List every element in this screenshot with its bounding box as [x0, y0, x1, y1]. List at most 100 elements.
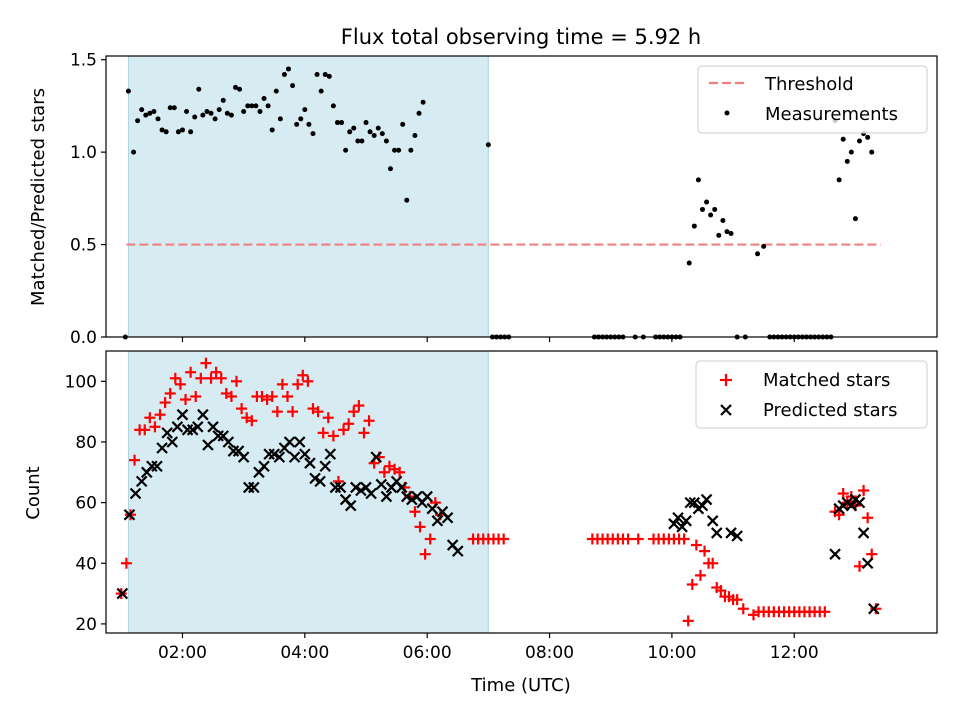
predicted-star-point — [451, 545, 464, 557]
measurement-point — [143, 112, 149, 118]
measurement-point — [265, 103, 271, 109]
predicted-star-point — [868, 602, 880, 615]
predicted-star-point — [725, 527, 737, 539]
measurement-point — [269, 127, 275, 133]
predicted-star-point — [166, 436, 179, 448]
measurement-point — [208, 110, 214, 116]
legend-predicted-label: Predicted stars — [763, 400, 897, 421]
x-tick-label: 10:00 — [647, 643, 696, 663]
matched-star-point — [225, 390, 237, 402]
measurement-point — [306, 121, 312, 127]
matched-star-point — [236, 403, 248, 415]
matched-star-point — [169, 372, 181, 384]
measurement-point — [367, 129, 373, 135]
measurement-point — [347, 129, 353, 135]
measurement-point — [125, 88, 131, 94]
measurement-point — [314, 71, 320, 77]
measurement-point — [334, 120, 340, 126]
measurement-point — [704, 199, 710, 205]
measurement-point — [355, 138, 361, 144]
matched-star-point — [297, 369, 309, 381]
x-tick-label: 06:00 — [403, 643, 452, 663]
predicted-star-point — [222, 436, 235, 448]
measurement-point — [326, 73, 332, 79]
measurement-point — [294, 121, 300, 127]
measurement-point — [322, 71, 328, 77]
bottom-y-label: Count — [23, 466, 44, 519]
measurement-point — [277, 116, 283, 122]
measurement-point — [485, 142, 491, 148]
predicted-star-point — [329, 481, 342, 494]
matched-star-point — [190, 390, 202, 402]
matched-star-point — [419, 548, 431, 560]
measurement-point — [200, 112, 206, 118]
measurement-point — [686, 260, 692, 266]
matched-star-point — [715, 585, 727, 597]
legend-measurements-swatch — [724, 110, 730, 116]
predicted-star-point — [116, 587, 129, 600]
measurement-point — [869, 149, 875, 155]
x-tick-label: 08:00 — [525, 643, 574, 663]
measurement-point — [155, 116, 161, 122]
matched-star-point — [281, 390, 293, 402]
predicted-star-point — [421, 490, 433, 503]
matched-star-point — [394, 466, 406, 478]
measurement-point — [228, 112, 234, 118]
measurement-point — [131, 149, 137, 155]
measurement-point — [192, 114, 198, 120]
measurement-point — [257, 108, 263, 114]
predicted-star-point — [700, 493, 713, 506]
measurement-point — [708, 212, 714, 218]
measurement-point — [286, 66, 292, 72]
matched-star-point — [302, 375, 314, 387]
matched-star-point — [149, 421, 161, 433]
predicted-star-point — [263, 448, 275, 460]
chart-title: Flux total observing time = 5.92 h — [341, 25, 701, 49]
measurement-point — [404, 197, 410, 203]
matched-star-point — [266, 390, 278, 402]
top-plot-frame — [105, 55, 938, 338]
legend-matched-swatch — [720, 374, 732, 386]
bottom-plot-frame — [105, 350, 938, 634]
matched-star-point — [414, 521, 426, 533]
matched-star-point — [246, 415, 258, 427]
predicted-star-point — [304, 457, 316, 469]
top-panel: 0.0 0.5 1.0 1.5 Matched/Predicted stars Thr… — [28, 51, 938, 348]
predicted-star-point — [197, 408, 209, 421]
matched-star-point — [737, 603, 749, 615]
matched-star-point — [231, 375, 243, 387]
predicted-star-point — [344, 499, 357, 512]
measurement-point — [379, 131, 385, 137]
matched-star-point — [139, 424, 151, 436]
predicted-star-point — [288, 451, 301, 463]
predicted-star-point — [314, 475, 326, 488]
measurement-point — [400, 121, 406, 127]
predicted-star-point — [710, 527, 723, 539]
predicted-star-point — [431, 515, 444, 527]
top-x-ticks — [181, 337, 795, 342]
matched-star-point — [327, 430, 339, 442]
measurement-point — [237, 86, 243, 92]
measurement-point — [253, 103, 259, 109]
measurement-point — [302, 107, 308, 113]
predicted-star-point — [857, 527, 870, 539]
predicted-star-point — [248, 481, 260, 494]
matched-star-point — [338, 424, 350, 436]
matched-star-point — [870, 603, 882, 615]
bottom-legend-box — [695, 360, 928, 429]
matched-star-point — [322, 412, 334, 424]
y-tick-label: 80 — [75, 433, 97, 453]
measurement-point — [363, 120, 369, 126]
matched-star-point — [358, 427, 370, 439]
measurement-point — [852, 216, 858, 222]
measurement-point — [330, 103, 336, 109]
x-axis-label: Time (UTC) — [470, 675, 571, 696]
measurement-point — [412, 132, 418, 138]
matched-star-point — [409, 506, 421, 518]
matched-star-point — [120, 557, 132, 569]
matched-star-point — [707, 557, 719, 569]
predicted-star-point — [156, 442, 168, 454]
predicted-star-point — [202, 439, 214, 451]
bottom-legend: Matched stars Predicted stars — [695, 360, 928, 429]
